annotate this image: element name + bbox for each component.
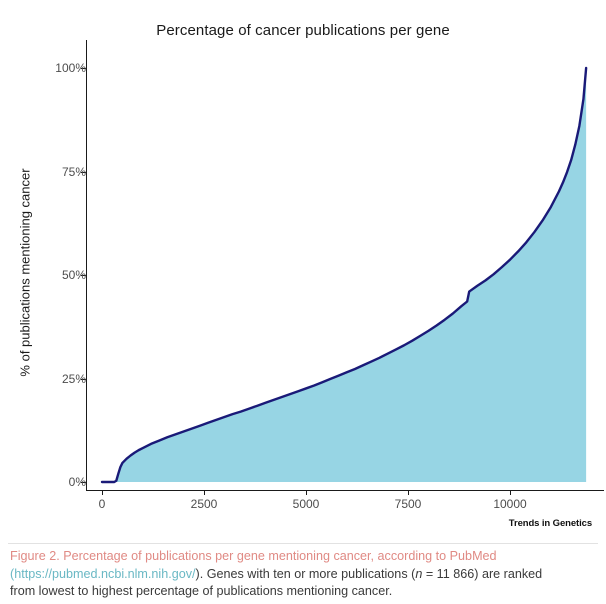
caption-line-3: from lowest to highest percentage of pub… xyxy=(10,584,393,598)
caption-paren-open: ( xyxy=(10,566,15,581)
y-tick-mark xyxy=(81,275,86,276)
x-axis-line xyxy=(86,490,604,491)
caption-line-2: (https://pubmed.ncbi.nlm.nih.gov/). Gene… xyxy=(10,566,598,584)
y-tick-mark xyxy=(81,68,86,69)
caption-line2-rest-a: ). Genes with ten or more publications ( xyxy=(195,566,416,581)
caption-line2-rest-b: = 11 866) are ranked xyxy=(422,566,543,581)
x-tick-label: 10000 xyxy=(493,497,527,511)
caption-divider xyxy=(8,543,598,544)
y-tick-mark xyxy=(81,378,86,380)
curve-line-path xyxy=(100,66,588,484)
area-fill-path xyxy=(102,68,587,482)
x-tick-mark xyxy=(510,490,511,495)
y-axis-line xyxy=(86,40,87,490)
y-tick-label: 0% xyxy=(68,475,86,489)
pubmed-link[interactable]: https://pubmed.ncbi.nlm.nih.gov/ xyxy=(14,566,196,581)
figure-caption: Figure 2. Percentage of publications per… xyxy=(10,548,598,601)
y-tick-mark xyxy=(81,482,86,483)
caption-n-symbol: n xyxy=(415,566,423,581)
caption-figure-title: Figure 2. Percentage of publications per… xyxy=(10,549,497,563)
y-tick-label: 25% xyxy=(61,371,86,386)
y-tick-label: 100% xyxy=(55,61,86,75)
x-tick-label: 5000 xyxy=(292,497,320,511)
x-tick-label: 2500 xyxy=(190,497,218,511)
source-credit-label: Trends in Genetics xyxy=(508,518,592,529)
caption-line-1: Figure 2. Percentage of publications per… xyxy=(10,548,598,566)
x-tick-mark xyxy=(204,490,205,495)
x-tick-label: 7500 xyxy=(394,497,422,511)
y-tick-label: 75% xyxy=(61,164,86,179)
figure-panel: Percentage of cancer publications per ge… xyxy=(17,22,604,529)
x-tick-label: 0 xyxy=(98,497,106,511)
x-tick-mark xyxy=(306,490,307,495)
x-tick-mark xyxy=(102,490,103,495)
plot-area: % of publications mentioning cancer 0% 25… xyxy=(18,40,604,511)
chart-title: Percentage of cancer publications per ge… xyxy=(156,22,450,39)
area-chart-svg xyxy=(100,66,588,484)
x-tick-mark xyxy=(408,490,409,495)
y-tick-mark xyxy=(81,171,86,173)
y-tick-label: 50% xyxy=(61,268,86,282)
